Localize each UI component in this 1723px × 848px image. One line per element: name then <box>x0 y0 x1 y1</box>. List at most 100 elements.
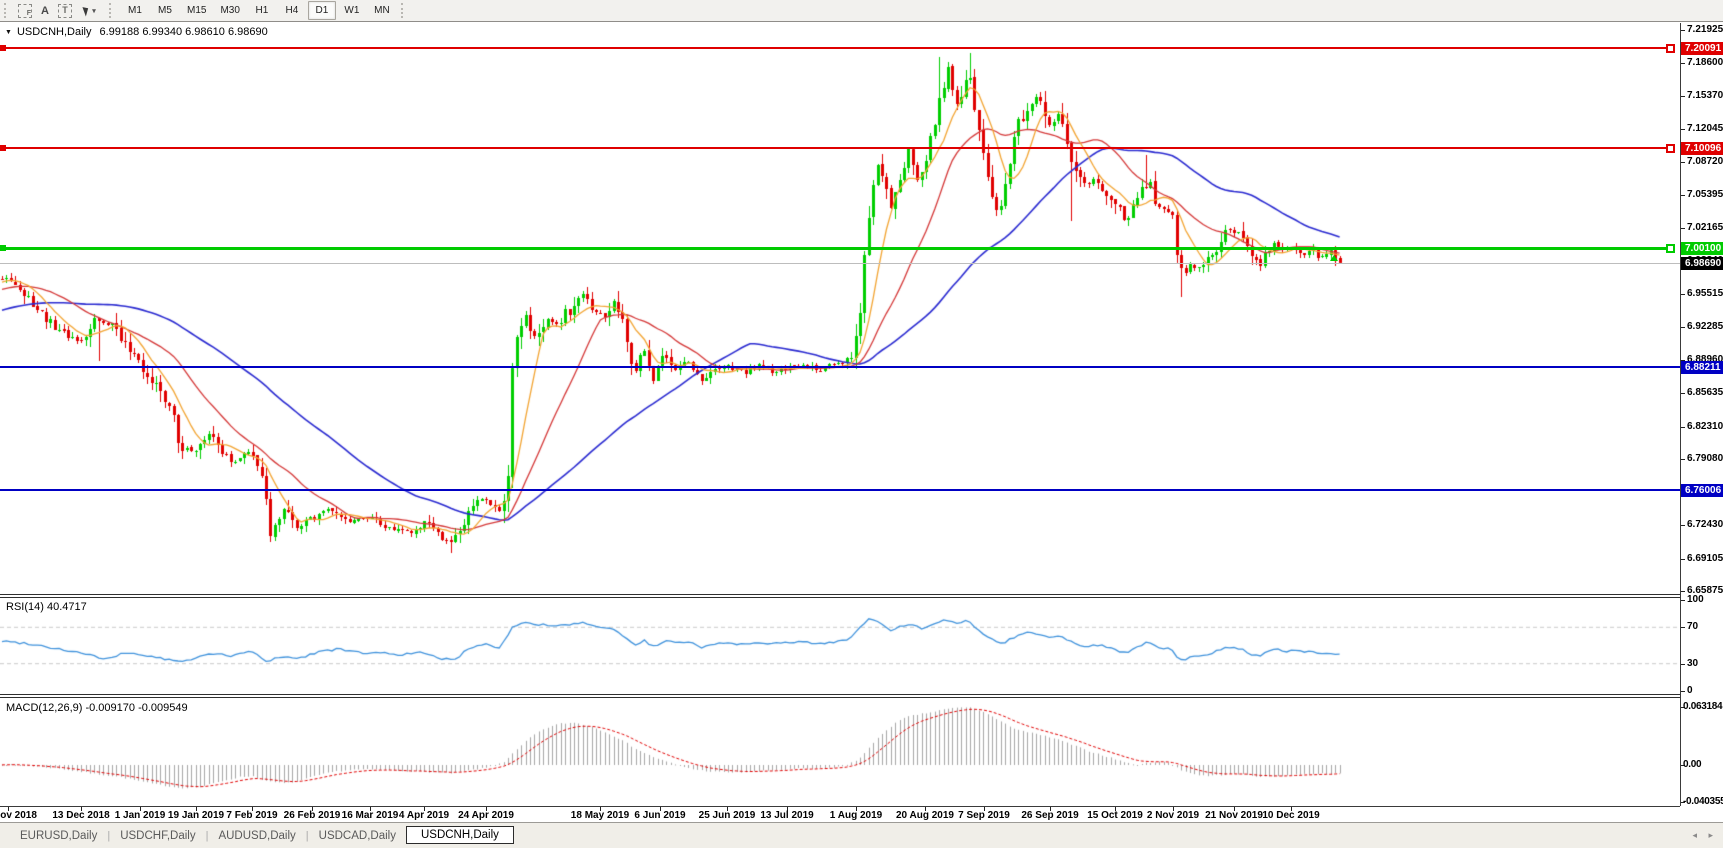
axis-tick-label: -0.040355 <box>1683 796 1723 807</box>
date-tick-mark <box>925 807 926 811</box>
date-label: 20 Aug 2019 <box>896 810 954 821</box>
timeframe-w1[interactable]: W1 <box>344 5 360 16</box>
axis-tick-label: 6.85635 <box>1687 387 1723 398</box>
line-anchor-right[interactable] <box>1666 144 1675 153</box>
rsi-chart-canvas[interactable] <box>0 598 1680 694</box>
toolbar-grip[interactable] <box>400 3 407 18</box>
axis-tick-label: 6.79080 <box>1687 453 1723 464</box>
tab-usdchf[interactable]: USDCHF,Daily <box>120 829 196 842</box>
date-label: 2 Nov 2019 <box>1146 810 1200 821</box>
axis-tick-mark <box>1681 393 1685 394</box>
horizontal-line-6.76006[interactable] <box>0 489 1680 491</box>
line-anchor-left[interactable] <box>0 45 6 51</box>
tab-audusd[interactable]: AUDUSD,Daily <box>218 829 296 842</box>
macd-label: MACD(12,26,9) -0.009170 -0.009549 <box>6 702 188 714</box>
timeframe-d1[interactable]: D1 <box>307 1 336 20</box>
line-anchor-left[interactable] <box>0 245 6 251</box>
timeframe-m5[interactable]: M5 <box>158 5 172 16</box>
horizontal-line-7.10096[interactable] <box>0 147 1671 149</box>
axis-tick-mark <box>1681 427 1685 428</box>
timeframe-h1[interactable]: H1 <box>255 5 269 16</box>
timeframe-m15[interactable]: M15 <box>187 5 207 16</box>
line-anchor-right[interactable] <box>1666 44 1675 53</box>
date-tick-mark <box>856 807 857 811</box>
chart-symbol-label: USDCNH,Daily <box>16 26 92 38</box>
panel-separator[interactable] <box>0 594 1723 598</box>
date-tick-mark <box>370 807 371 811</box>
axis-tick-mark <box>1681 591 1685 592</box>
label-tool-icon[interactable]: T <box>55 2 75 20</box>
horizontal-line-7.20091[interactable] <box>0 47 1671 49</box>
price-badge-6.76006: 6.76006 <box>1681 484 1723 497</box>
timeframe-h4[interactable]: H4 <box>285 5 299 16</box>
tab-eurusd[interactable]: EURUSD,Daily <box>20 829 98 842</box>
text-tool-icon[interactable]: A <box>41 4 49 17</box>
axis-tick-mark <box>1681 63 1685 64</box>
date-tick-mark <box>1050 807 1051 811</box>
axis-tick-label: 7.15370 <box>1687 90 1723 101</box>
date-label: 25 Jun 2019 <box>698 810 756 821</box>
date-tick-mark <box>1291 807 1292 811</box>
timeframe-mn[interactable]: MN <box>374 5 390 16</box>
axis-tick-mark <box>1681 664 1685 665</box>
axis-tick-label: 6.95515 <box>1687 288 1723 299</box>
axis-tick-mark <box>1681 96 1685 97</box>
cursor-glyph <box>82 4 91 17</box>
main-chart-canvas[interactable] <box>0 23 1680 594</box>
collapse-icon[interactable]: ▼ <box>5 28 12 36</box>
line-anchor-left[interactable] <box>0 145 6 151</box>
axis-tick-label: 0 <box>1687 685 1693 696</box>
horizontal-line-7.001[interactable] <box>0 247 1671 250</box>
date-label: 18 May 2019 <box>570 810 630 821</box>
cursor-tool-icon[interactable]: ▾ <box>75 2 105 20</box>
horizontal-line-6.88211[interactable] <box>0 366 1680 368</box>
axis-tick-label: 6.92285 <box>1687 321 1723 332</box>
axis-tick-mark <box>1681 30 1685 31</box>
date-label: 24 Nov 2018 <box>0 810 37 821</box>
axis-tick-mark <box>1681 360 1685 361</box>
frame-tool-icon[interactable]: F <box>15 2 35 20</box>
axis-tick-mark <box>1681 707 1685 708</box>
date-label: 13 Dec 2018 <box>52 810 110 821</box>
date-label: 1 Aug 2019 <box>829 810 883 821</box>
axis-tick-mark <box>1681 525 1685 526</box>
axis-tick-label: 6.82310 <box>1687 421 1723 432</box>
date-label: 26 Sep 2019 <box>1021 810 1079 821</box>
axis-tick-label: 7.08720 <box>1687 156 1723 167</box>
date-label: 7 Feb 2019 <box>226 810 278 821</box>
axis-tick-mark <box>1681 459 1685 460</box>
date-tick-mark <box>660 807 661 811</box>
axis-tick-mark <box>1681 162 1685 163</box>
date-tick-mark <box>8 807 9 811</box>
date-tick-mark <box>81 807 82 811</box>
label-tool-glyph: T <box>58 3 72 18</box>
date-tick-mark <box>1173 807 1174 811</box>
axis-tick-label: 100 <box>1687 594 1704 605</box>
axis-tick-label: 7.18600 <box>1687 57 1723 68</box>
macd-chart-canvas[interactable] <box>0 698 1680 806</box>
axis-tick-label: 0.00 <box>1683 759 1702 770</box>
toolbar-grip[interactable] <box>4 3 10 18</box>
date-label: 1 Jan 2019 <box>114 810 166 821</box>
tabs-scroll-right-icon[interactable]: ▸ <box>1708 830 1713 840</box>
panel-separator[interactable] <box>0 694 1723 698</box>
toolbar-grip[interactable] <box>109 3 115 18</box>
axis-tick-label: 70 <box>1687 621 1699 632</box>
timeframe-m30[interactable]: M30 <box>220 5 240 16</box>
date-label: 21 Nov 2019 <box>1205 810 1263 821</box>
date-tick-mark <box>787 807 788 811</box>
date-tick-mark <box>984 807 985 811</box>
date-tick-mark <box>252 807 253 811</box>
timeframe-m1[interactable]: M1 <box>128 5 142 16</box>
price-badge-7.20091: 7.20091 <box>1681 42 1723 55</box>
tabs-scroll-left-icon[interactable]: ◂ <box>1692 830 1697 840</box>
date-tick-mark <box>140 807 141 811</box>
tab-separator: | <box>305 829 309 842</box>
tab-usdcnh[interactable]: USDCNH,Daily <box>405 825 514 844</box>
date-tick-mark <box>600 807 601 811</box>
line-anchor-right[interactable] <box>1666 244 1675 253</box>
date-tick-mark <box>1234 807 1235 811</box>
tab-usdcad[interactable]: USDCAD,Daily <box>318 829 396 842</box>
current-price-line <box>0 263 1680 264</box>
axis-tick-mark <box>1681 195 1685 196</box>
